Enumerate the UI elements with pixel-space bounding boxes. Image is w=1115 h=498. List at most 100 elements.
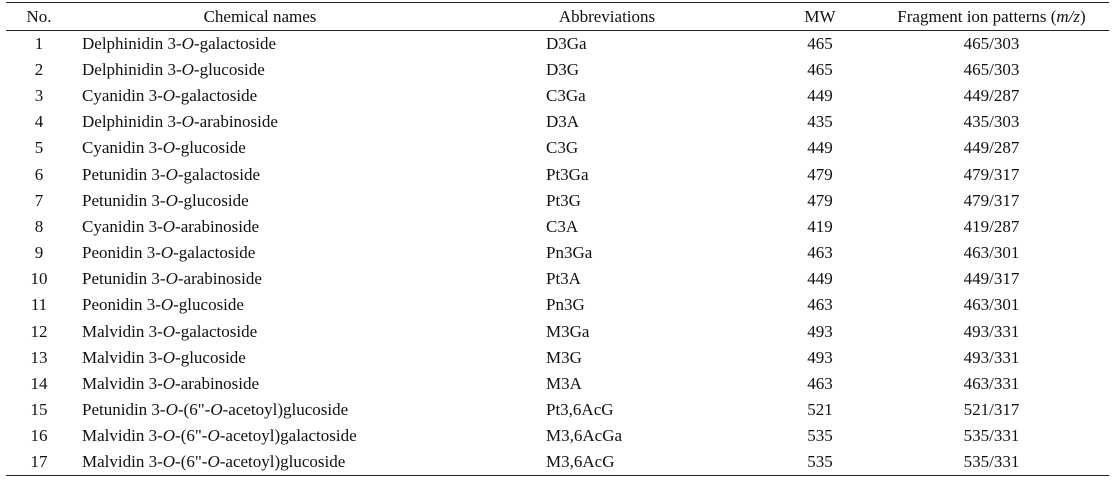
chemical-name-italic-o: O bbox=[162, 374, 176, 394]
table-row: 4 Delphinidin 3-O-arabinoside D3A 435 435/30… bbox=[6, 109, 1109, 135]
chemical-name-part: Delphinidin 3- bbox=[82, 112, 182, 132]
cell-no: 3 bbox=[34, 85, 44, 105]
cell-abbreviation: M3,6AcGa bbox=[546, 426, 623, 446]
chemical-name-part: -glucoside bbox=[173, 295, 244, 315]
chemical-name-part: -galactoside bbox=[173, 243, 256, 263]
chemical-name-part: Peonidin 3- bbox=[82, 243, 161, 263]
chemical-name-italic-o: O bbox=[162, 426, 176, 446]
cell-mw: 465 bbox=[807, 59, 833, 79]
chemical-name-part: -galactoside bbox=[175, 85, 258, 105]
chemical-name-italic-o: O bbox=[162, 216, 176, 236]
header-chemical-names: Chemical names bbox=[72, 2, 448, 31]
cell-no: 10 bbox=[30, 269, 48, 289]
cell-mw: 479 bbox=[807, 190, 833, 210]
cell-abbreviation: Pn3G bbox=[546, 295, 585, 315]
cell-no: 4 bbox=[34, 112, 44, 132]
cell-no: 6 bbox=[34, 164, 44, 184]
chemical-name-part: Cyanidin 3- bbox=[82, 85, 163, 105]
table-row: 10 Petunidin 3-O-arabinoside Pt3A 449 449/31… bbox=[6, 266, 1109, 292]
chemical-name-italic-o: O bbox=[210, 400, 223, 420]
header-frag-suffix: ) bbox=[1080, 6, 1086, 26]
chemical-name-part: -glucoside bbox=[175, 138, 246, 158]
cell-chemical-name: Petunidin 3-O-arabinoside bbox=[72, 266, 448, 292]
cell-mw: 493 bbox=[807, 347, 833, 367]
cell-fragment-ion-pattern: 493/331 bbox=[963, 321, 1020, 341]
anthocyanin-table: No. Chemical names Abbreviations MW Frag… bbox=[6, 2, 1109, 477]
cell-abbreviation: D3Ga bbox=[546, 33, 587, 53]
cell-mw: 449 bbox=[807, 138, 833, 158]
cell-no: 16 bbox=[30, 426, 48, 446]
chemical-name-part: -(6"- bbox=[175, 452, 208, 472]
cell-chemical-name: Malvidin 3-O-(6"-O-acetoyl)glucoside bbox=[72, 449, 448, 477]
cell-fragment-ion-pattern: 465/303 bbox=[963, 59, 1020, 79]
cell-no: 14 bbox=[30, 374, 48, 394]
cell-fragment-ion-pattern: 463/301 bbox=[963, 295, 1020, 315]
chemical-name-part: Peonidin 3- bbox=[82, 295, 161, 315]
chemical-name-part: -glucoside bbox=[177, 190, 249, 210]
cell-chemical-name: Delphinidin 3-O-glucoside bbox=[72, 57, 448, 83]
chemical-name-italic-o: O bbox=[207, 426, 220, 446]
chemical-name-part: Delphinidin 3- bbox=[82, 59, 182, 79]
cell-mw: 463 bbox=[807, 243, 833, 263]
chemical-name-part: -galactoside bbox=[177, 164, 261, 184]
cell-abbreviation: M3,6AcG bbox=[448, 449, 766, 477]
chemical-name-part: -(6"- bbox=[175, 426, 208, 446]
chemical-name-italic-o: O bbox=[160, 243, 174, 263]
cell-no: 12 bbox=[30, 321, 48, 341]
chemical-name-part: -arabinoside bbox=[175, 216, 260, 236]
chemical-name-part: -acetoyl)galactoside bbox=[219, 426, 357, 446]
cell-no: 15 bbox=[30, 400, 48, 420]
chemical-name-part: Petunidin 3- bbox=[82, 164, 166, 184]
cell-abbreviation: D3G bbox=[546, 59, 580, 79]
header-mw: MW bbox=[766, 2, 874, 31]
chemical-name-part: Petunidin 3- bbox=[82, 190, 166, 210]
chemical-name-part: Malvidin 3- bbox=[82, 452, 163, 472]
cell-mw: 449 bbox=[807, 85, 833, 105]
cell-chemical-name: Cyanidin 3-O-galactoside bbox=[72, 83, 448, 109]
chemical-name-part: -galactoside bbox=[193, 33, 277, 53]
chemical-name-part: -(6"- bbox=[177, 400, 211, 420]
cell-chemical-name: Malvidin 3-O-glucoside bbox=[72, 345, 448, 371]
cell-fragment-ion-pattern: 449/287 bbox=[963, 85, 1020, 105]
chemical-name-italic-o: O bbox=[162, 452, 176, 472]
cell-chemical-name: Petunidin 3-O-(6"-O-acetoyl)glucoside bbox=[72, 397, 448, 423]
cell-fragment-ion-pattern: 449/287 bbox=[963, 138, 1020, 158]
cell-mw: 479 bbox=[807, 164, 833, 184]
cell-fragment-ion-pattern: 449/317 bbox=[963, 269, 1020, 289]
cell-abbreviation: M3Ga bbox=[546, 321, 590, 341]
chemical-name-italic-o: O bbox=[181, 59, 194, 79]
chemical-name-part: -arabinoside bbox=[175, 374, 260, 394]
chemical-name-italic-o: O bbox=[160, 295, 174, 315]
cell-abbreviation: Pt3,6AcG bbox=[546, 400, 614, 420]
table-body: 1 Delphinidin 3-O-galactoside D3Ga 465 465/3… bbox=[6, 31, 1109, 477]
table-row: 3 Cyanidin 3-O-galactoside C3Ga 449 449/287 bbox=[6, 83, 1109, 109]
table-row: 7 Petunidin 3-O-glucoside Pt3G 479 479/317 bbox=[6, 188, 1109, 214]
table-row: 1 Delphinidin 3-O-galactoside D3Ga 465 465/3… bbox=[6, 31, 1109, 57]
header-frag-unit: m/z bbox=[1056, 6, 1081, 26]
chemical-name-italic-o: O bbox=[165, 269, 178, 289]
table-row: 13 Malvidin 3-O-glucoside M3G 493 493/331 bbox=[6, 345, 1109, 371]
chemical-name-italic-o: O bbox=[165, 164, 178, 184]
cell-fragment-ion-pattern: 463/331 bbox=[963, 374, 1020, 394]
cell-fragment-ion-pattern: 465/303 bbox=[963, 33, 1020, 53]
cell-fragment-ion-pattern: 479/317 bbox=[963, 190, 1020, 210]
cell-chemical-name: Malvidin 3-O-arabinoside bbox=[72, 371, 448, 397]
chemical-name-part: Malvidin 3- bbox=[82, 426, 163, 446]
header-fragment-ion-patterns: Fragment ion patterns (m/z) bbox=[874, 2, 1109, 31]
cell-fragment-ion-pattern: 535/331 bbox=[963, 426, 1020, 446]
cell-abbreviation: C3Ga bbox=[546, 85, 586, 105]
cell-abbreviation: Pn3Ga bbox=[546, 243, 593, 263]
table-row: 17 Malvidin 3-O-(6"-O-acetoyl)glucoside M3… bbox=[6, 449, 1109, 477]
chemical-name-part: -arabinoside bbox=[177, 269, 262, 289]
chemical-name-part: Cyanidin 3- bbox=[82, 216, 163, 236]
cell-chemical-name: Petunidin 3-O-galactoside bbox=[72, 161, 448, 187]
cell-mw: 521 bbox=[807, 400, 833, 420]
cell-chemical-name: Delphinidin 3-O-galactoside bbox=[72, 31, 448, 57]
cell-mw: 535 bbox=[807, 426, 833, 446]
chemical-name-part: -glucoside bbox=[193, 59, 265, 79]
cell-abbreviation: C3G bbox=[546, 138, 579, 158]
cell-chemical-name: Cyanidin 3-O-arabinoside bbox=[72, 214, 448, 240]
cell-mw: 535 bbox=[766, 449, 874, 477]
table-row: 2 Delphinidin 3-O-glucoside D3G 465 465/303 bbox=[6, 57, 1109, 83]
cell-abbreviation: Pt3Ga bbox=[546, 164, 589, 184]
